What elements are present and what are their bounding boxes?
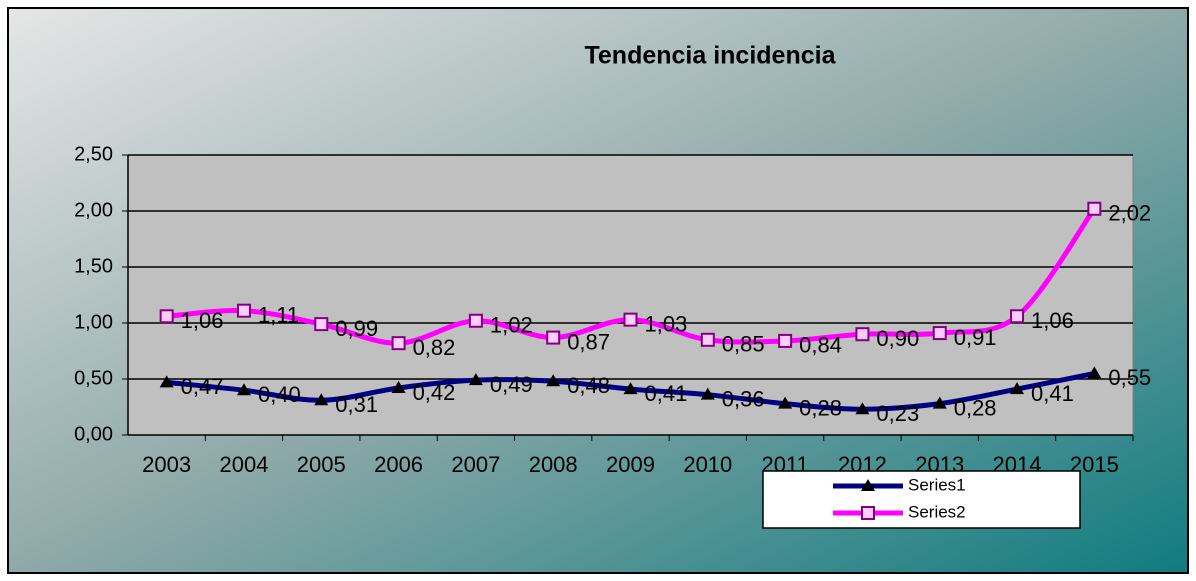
x-tick-label: 2003 — [142, 452, 191, 477]
marker — [700, 387, 715, 400]
data-label: 1,02 — [490, 313, 533, 338]
marker — [314, 317, 329, 332]
data-label: 0,99 — [335, 316, 378, 341]
data-label: 0,23 — [876, 401, 919, 426]
data-label: 0,82 — [413, 335, 456, 360]
data-label: 0,28 — [954, 395, 997, 420]
y-tick-label: 1,00 — [74, 311, 113, 333]
data-label: 0,55 — [1108, 365, 1151, 390]
x-tick-label: 2004 — [219, 452, 268, 477]
y-tick-label: 0,00 — [74, 423, 113, 445]
data-label: 0,87 — [567, 329, 610, 354]
marker — [623, 312, 638, 327]
marker — [546, 374, 561, 387]
marker — [159, 375, 174, 388]
x-tick-label: 2005 — [297, 452, 346, 477]
marker — [391, 380, 406, 393]
marker — [700, 332, 715, 347]
data-label: 1,06 — [1031, 308, 1074, 333]
marker — [1087, 366, 1102, 379]
marker — [932, 326, 947, 341]
marker — [236, 303, 251, 318]
marker — [236, 383, 251, 396]
data-label: 0,31 — [335, 392, 378, 417]
y-tick-label: 2,50 — [74, 143, 113, 165]
data-label: 0,90 — [876, 326, 919, 351]
marker — [1010, 382, 1025, 395]
marker — [1010, 309, 1025, 324]
x-tick-label: 2008 — [529, 452, 578, 477]
chart-title: Tendencia incidencia — [584, 42, 836, 70]
y-tick-label: 0,50 — [74, 367, 113, 389]
data-label: 2,02 — [1108, 201, 1151, 226]
data-label: 0,48 — [567, 373, 610, 398]
data-label: 0,41 — [645, 381, 688, 406]
data-label: 0,47 — [181, 374, 224, 399]
data-label: 0,40 — [258, 382, 301, 407]
data-label: 0,41 — [1031, 381, 1074, 406]
data-label: 0,49 — [490, 372, 533, 397]
legend-box — [762, 470, 1081, 529]
data-label: 1,06 — [181, 308, 224, 333]
x-tick-label: 2010 — [683, 452, 732, 477]
marker — [468, 373, 483, 386]
legend-label: Series2 — [908, 502, 966, 521]
data-label: 0,42 — [413, 380, 456, 405]
marker — [778, 333, 793, 348]
marker — [855, 402, 870, 415]
data-label: 0,85 — [722, 332, 765, 357]
y-tick-label: 1,50 — [74, 255, 113, 277]
marker — [391, 336, 406, 351]
x-tick-label: 2009 — [606, 452, 655, 477]
data-label: 1,03 — [645, 311, 688, 336]
marker — [314, 393, 329, 406]
x-tick-label: 2007 — [451, 452, 500, 477]
marker — [1087, 201, 1102, 216]
marker — [861, 479, 875, 491]
marker — [546, 330, 561, 345]
data-label: 0,91 — [954, 325, 997, 350]
marker — [468, 313, 483, 328]
marker — [932, 396, 947, 409]
y-tick-label: 2,00 — [74, 199, 113, 221]
marker — [159, 309, 174, 324]
marker — [855, 327, 870, 342]
x-tick-label: 2006 — [374, 452, 423, 477]
data-label: 0,84 — [799, 333, 842, 358]
marker — [778, 396, 793, 409]
marker — [861, 506, 875, 520]
data-label: 1,11 — [258, 302, 299, 327]
data-label: 0,36 — [722, 386, 765, 411]
data-label: 0,28 — [799, 395, 842, 420]
marker — [623, 382, 638, 395]
legend-label: Series1 — [908, 475, 966, 494]
